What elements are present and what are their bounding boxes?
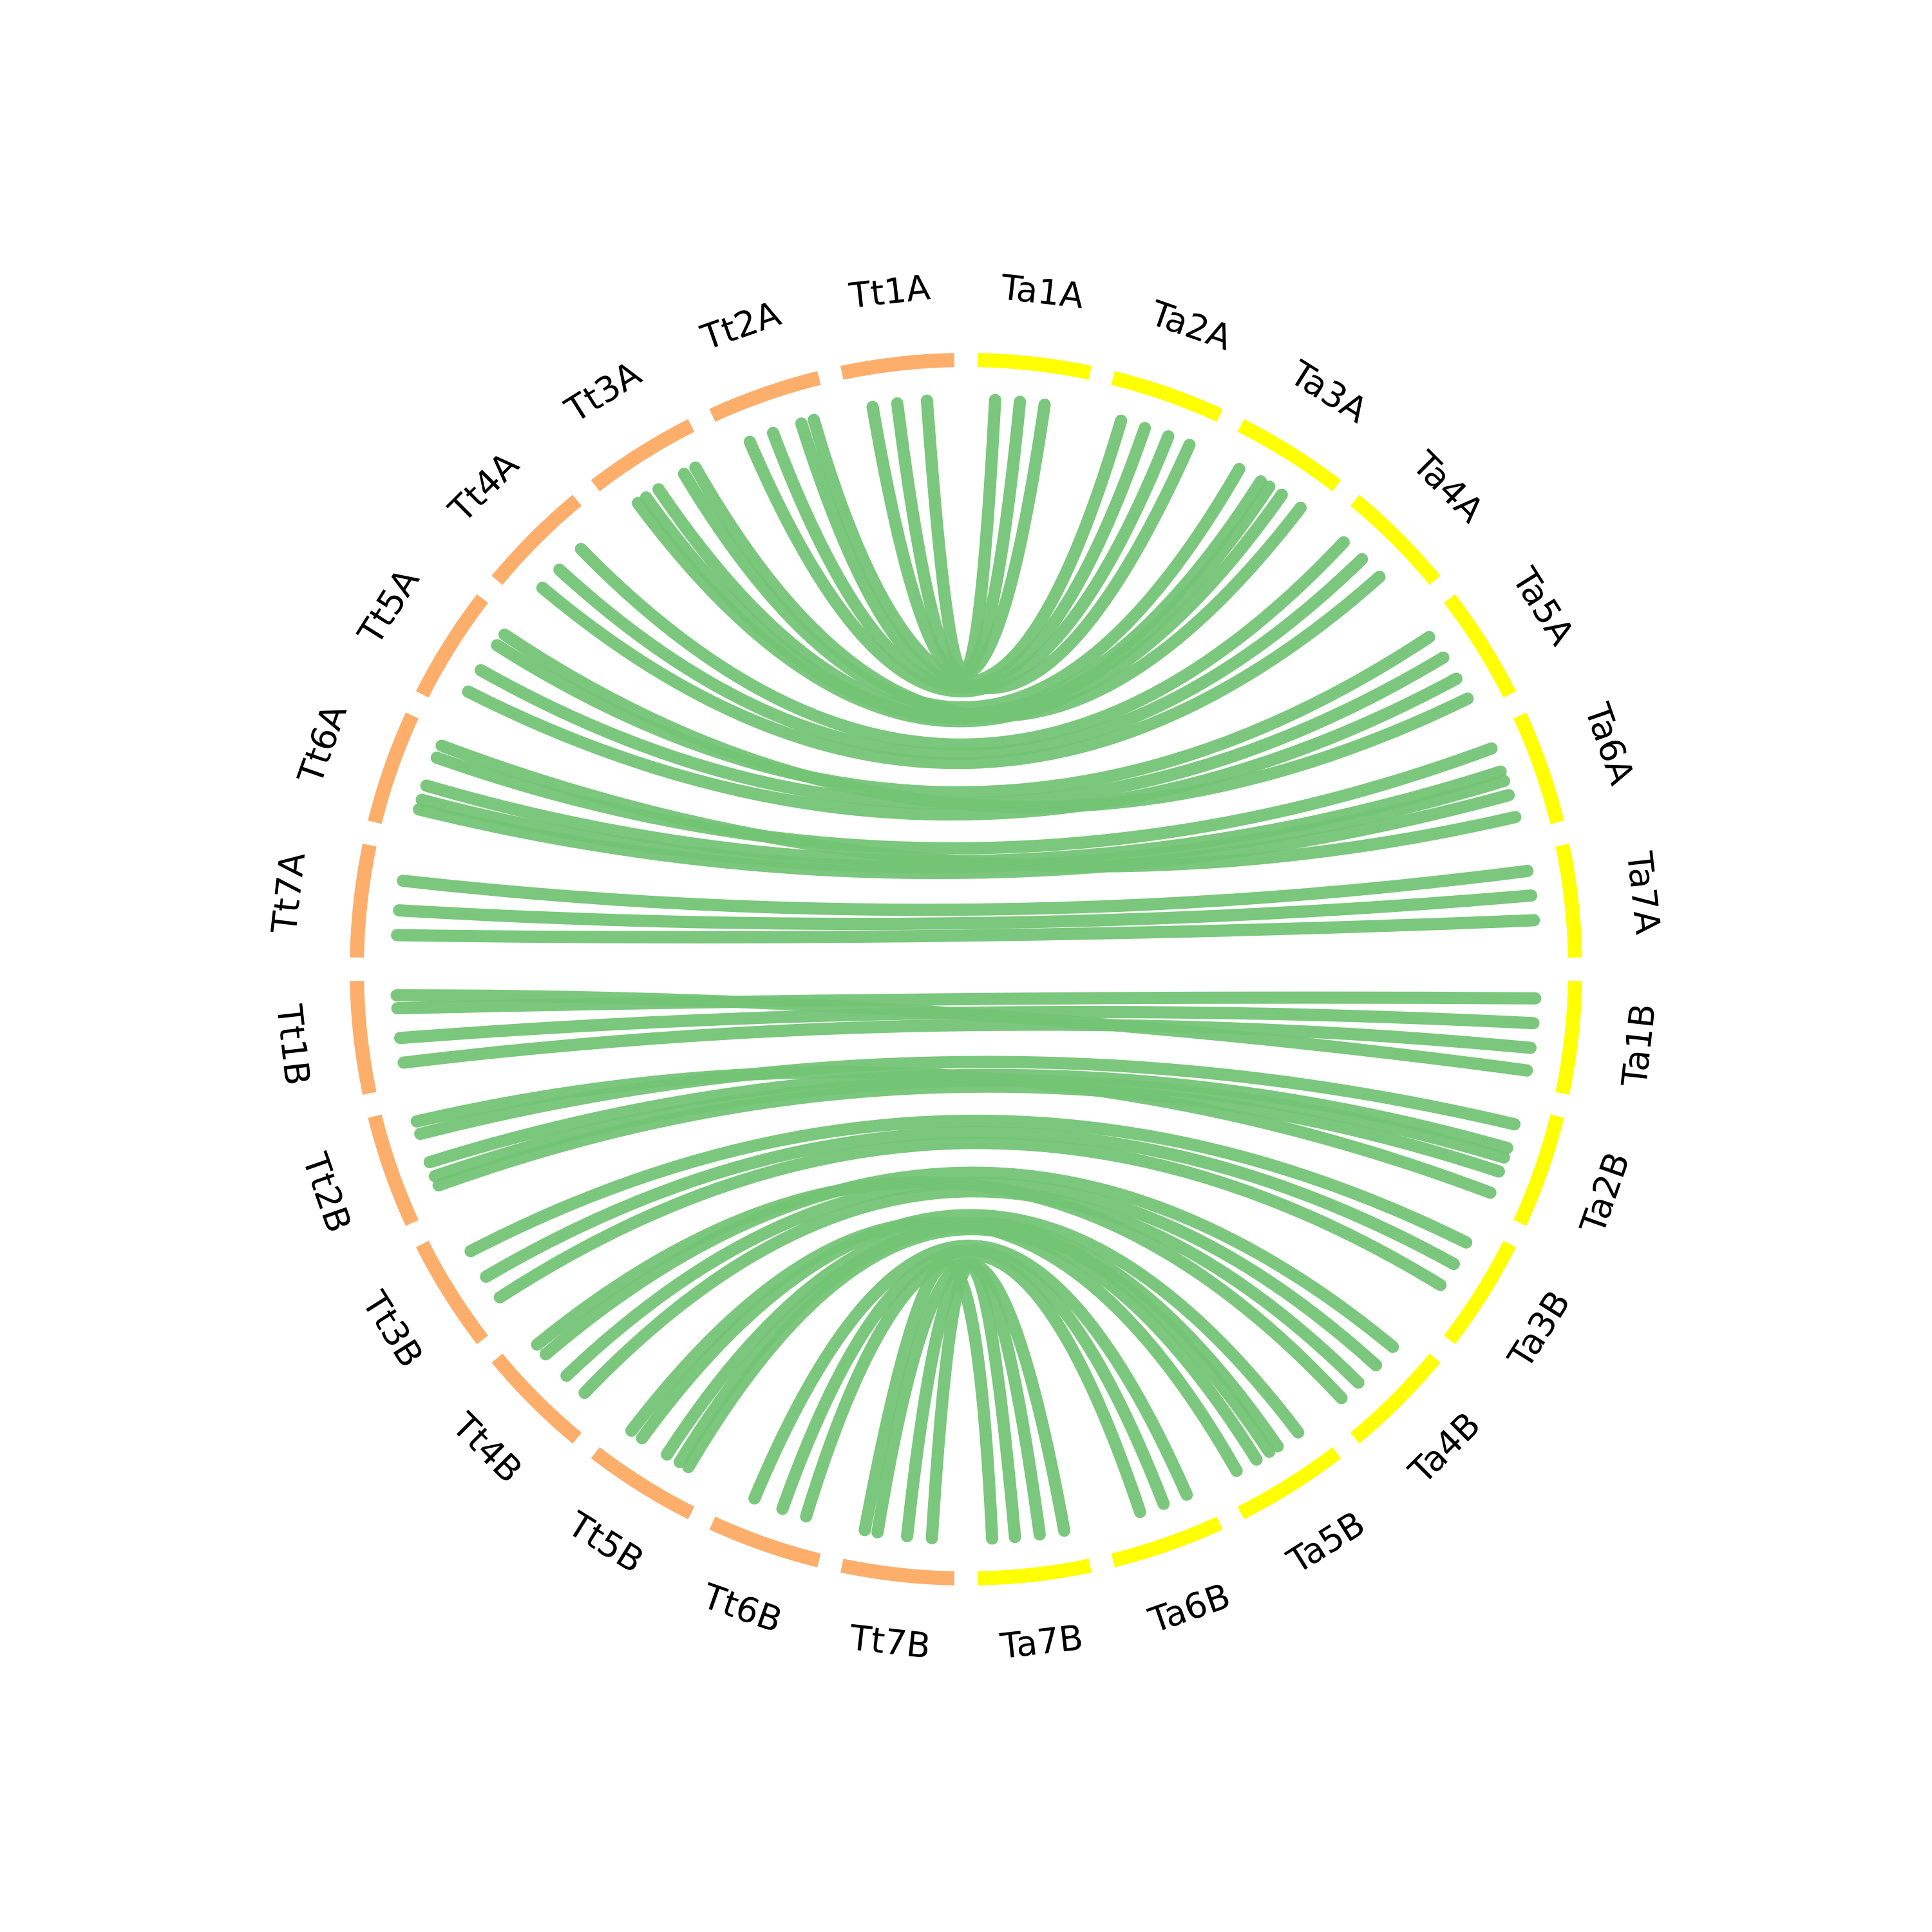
segment-arc [709,371,821,422]
segment-arc [591,1447,695,1520]
segment-arc [977,1558,1092,1586]
segment-label: Ta5A [1504,560,1582,652]
segment-arc [415,594,488,698]
segment-arc [368,1114,419,1226]
link [390,989,1533,1077]
segment-arc [1237,1447,1341,1520]
link [866,398,1051,681]
segment-label: Tt7A [263,851,313,936]
segment-label: Ta1A [998,267,1086,316]
segment-arc [1513,712,1564,824]
segment-arc [1350,1353,1441,1444]
link [493,1137,1447,1303]
link [397,864,1534,916]
segment-arc [840,1558,955,1586]
segment-arc [1555,980,1582,1095]
link [393,889,1538,931]
segment-arc [840,353,955,380]
link [639,480,1276,724]
segment-label: Ta4A [1404,443,1492,531]
segment-arc [368,712,419,824]
link [464,1114,1473,1258]
link [415,775,1510,874]
link [480,1126,1460,1283]
link [925,1260,1021,1544]
link [800,1248,1146,1522]
segment-label: Tt1A [847,267,933,316]
segment-arc [350,980,377,1095]
segment-label: Tt7B [847,1617,933,1667]
segment-label: Ta3A [1282,352,1374,431]
link [553,553,1368,761]
segment-label: Tt5B [560,1503,651,1581]
link [858,1258,999,1545]
segment-label: Tt6A [290,699,355,790]
segment-arc [1555,843,1582,958]
link [430,742,1498,855]
segment-arc [977,353,1092,380]
segment-label: Ta2A [1145,292,1237,358]
segment-arc [415,1240,488,1345]
segment-label: Ta3B [1500,1283,1578,1376]
link [808,413,1196,694]
segment-label: Tt6B [697,1575,787,1640]
segment-arc [491,1353,582,1444]
link [397,1018,1537,1069]
link [531,1176,1348,1405]
segment-arc [1444,594,1517,698]
link [491,630,1435,799]
segment-label: Tt5A [350,562,428,652]
link [574,536,1350,751]
segment-arc [1513,1114,1564,1226]
segment-label: Ta7B [998,1617,1085,1667]
link [674,1220,1276,1468]
link [540,1166,1399,1361]
link [391,991,1542,1015]
link [498,629,1474,813]
links [390,393,1542,1545]
segment-label: Tt3A [558,353,649,431]
segment-label: Ta6B [1143,1575,1235,1641]
segment-label: Ta6A [1577,697,1642,790]
segment-label: Tt3B [354,1283,431,1374]
segment-arc [1111,1517,1223,1567]
segment-arc [591,419,695,491]
segment-arc [1237,419,1341,491]
segment-label: Ta4B [1401,1405,1488,1492]
link [743,430,1175,697]
segment-arc [491,495,582,585]
segment-label: Tt4A [440,444,527,531]
segment-arc [1350,495,1441,585]
segment-label: Tt1B [269,1002,318,1088]
segment-arc [1111,371,1223,422]
link [776,1244,1170,1515]
segment-arc [350,843,377,958]
segment-label: Tt2B [294,1148,359,1238]
segment-label: Ta5B [1280,1503,1372,1582]
link [391,914,1540,943]
link [428,1074,1510,1182]
link [636,1209,1305,1444]
link [462,672,1463,821]
segment-label: Ta7A [1619,849,1669,936]
link [414,1056,1521,1141]
segment-label: Tt4B [444,1405,530,1491]
segment-arc [709,1517,821,1567]
link [536,571,1386,770]
link [578,1185,1365,1399]
segment-label: Ta2B [1572,1147,1638,1239]
segment-label: Ta1B [1614,1001,1663,1089]
segment-arc [1444,1240,1517,1345]
segment-label: Tt2A [696,293,786,358]
